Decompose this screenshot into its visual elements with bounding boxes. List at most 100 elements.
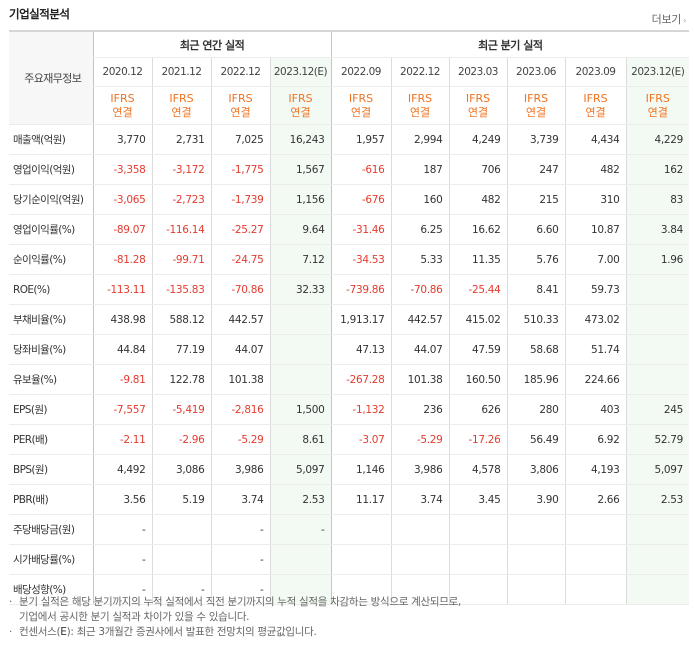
table-cell bbox=[625, 274, 690, 305]
table-cell: 162 bbox=[625, 154, 690, 185]
table-cell: 77.19 bbox=[151, 334, 211, 365]
table-cell bbox=[506, 544, 566, 575]
ifrs-label: IFRS bbox=[407, 91, 433, 105]
ifrs-label: IFRS bbox=[645, 91, 670, 105]
table-cell bbox=[625, 364, 690, 395]
row-label-header: 주요재무정보 bbox=[9, 31, 93, 125]
row-label: 영업이익(억원) bbox=[9, 154, 93, 185]
table-cell: 16,243 bbox=[269, 124, 332, 155]
table-cell: 4,492 bbox=[92, 454, 152, 485]
table-cell: 5.76 bbox=[506, 244, 566, 275]
table-cell bbox=[564, 574, 627, 605]
section-title: 기업실적분석 bbox=[9, 7, 70, 21]
table-cell: -3,065 bbox=[92, 184, 152, 215]
table-cell: 2,731 bbox=[151, 124, 211, 155]
table-cell: -99.71 bbox=[151, 244, 211, 275]
table-cell bbox=[151, 514, 211, 545]
table-cell bbox=[151, 544, 211, 575]
table-cell: -616 bbox=[330, 154, 392, 185]
table-cell bbox=[625, 304, 690, 335]
table-cell: 51.74 bbox=[564, 334, 627, 365]
row-label: 당기순이익(억원) bbox=[9, 184, 93, 215]
table-cell bbox=[269, 544, 332, 575]
table-row: ROE(%) -113.11 -135.83 -70.86 32.33 -739.86 -7… bbox=[9, 274, 690, 305]
table-cell bbox=[625, 334, 690, 365]
table-cell: 7.12 bbox=[269, 244, 332, 275]
annual-group-header: 최근 연간 실적 bbox=[92, 31, 332, 58]
table-cell: -81.28 bbox=[92, 244, 152, 275]
table-cell: 187 bbox=[390, 154, 450, 185]
table-cell bbox=[448, 574, 508, 605]
period-header: 2022.12 bbox=[210, 57, 270, 87]
table-cell: -1,132 bbox=[330, 394, 392, 425]
table-cell bbox=[269, 364, 332, 395]
table-row: BPS(원) 4,492 3,086 3,986 5,097 1,146 3,986 4,57… bbox=[9, 454, 690, 485]
row-label: 부채비율(%) bbox=[9, 304, 93, 335]
table-cell bbox=[448, 514, 508, 545]
table-cell: -2.11 bbox=[92, 424, 152, 455]
table-cell bbox=[269, 304, 332, 335]
table-cell bbox=[269, 574, 332, 605]
footnote-bullet: · bbox=[9, 596, 13, 608]
table-cell bbox=[269, 334, 332, 365]
table-cell: -3.07 bbox=[330, 424, 392, 455]
consolidated-label: 연결 bbox=[171, 105, 192, 119]
row-label: PER(배) bbox=[9, 424, 93, 455]
table-cell: 482 bbox=[448, 184, 508, 215]
ifrs-standard-label: IFRS 연결 bbox=[330, 86, 392, 125]
table-row: 영업이익(억원) -3,358 -3,172 -1,775 1,567 -616 187 70… bbox=[9, 154, 690, 185]
footnotes: · 분기 실적은 해당 분기까지의 누적 실적에서 직전 분기까지의 누적 실적을… bbox=[9, 595, 689, 640]
table-cell: -9.81 bbox=[92, 364, 152, 395]
table-cell: -25.27 bbox=[210, 214, 270, 245]
table-cell: -2.96 bbox=[151, 424, 211, 455]
table-cell: 4,434 bbox=[564, 124, 627, 155]
table-cell: 247 bbox=[506, 154, 566, 185]
table-cell: 58.68 bbox=[506, 334, 566, 365]
table-cell: 8.41 bbox=[506, 274, 566, 305]
table-cell: 3,986 bbox=[390, 454, 450, 485]
table-cell bbox=[330, 574, 392, 605]
row-label: 순이익률(%) bbox=[9, 244, 93, 275]
table-cell: -135.83 bbox=[151, 274, 211, 305]
table-cell: 160 bbox=[390, 184, 450, 215]
row-label: 주당배당금(원) bbox=[9, 514, 93, 545]
footnote-text: 분기 실적은 해당 분기까지의 누적 실적에서 직전 분기까지의 누적 실적을 … bbox=[19, 596, 461, 608]
footnote-text: 컨센서스( bbox=[19, 626, 61, 638]
consolidated-label: 연결 bbox=[409, 105, 431, 119]
table-cell: 482 bbox=[564, 154, 627, 185]
row-label: 시가배당률(%) bbox=[9, 544, 93, 575]
table-cell: 101.38 bbox=[210, 364, 270, 395]
ifrs-standard-label: IFRS 연결 bbox=[269, 86, 332, 125]
table-cell: - bbox=[210, 544, 270, 575]
table-cell: 7.00 bbox=[564, 244, 627, 275]
ifrs-standard-label: IFRS 연결 bbox=[625, 86, 690, 125]
table-cell: 11.17 bbox=[330, 484, 392, 515]
table-cell: - bbox=[92, 574, 152, 605]
table-cell: 2.53 bbox=[269, 484, 332, 515]
more-link[interactable]: 더보기 › bbox=[652, 11, 687, 27]
row-label: PBR(배) bbox=[9, 484, 93, 515]
table-cell: - bbox=[210, 574, 270, 605]
table-row: 주당배당금(원) - - - bbox=[9, 514, 690, 545]
period-header: 2023.03 bbox=[448, 57, 508, 87]
ifrs-standard-label: IFRS 연결 bbox=[390, 86, 450, 125]
table-cell: -17.26 bbox=[448, 424, 508, 455]
period-header: 2023.12(E) bbox=[625, 57, 690, 87]
table-cell bbox=[448, 544, 508, 575]
table-cell: 2,994 bbox=[390, 124, 450, 155]
period-header: 2023.12(E) bbox=[269, 57, 332, 87]
ifrs-standard-label: IFRS 연결 bbox=[506, 86, 566, 125]
table-cell: - bbox=[210, 514, 270, 545]
table-cell: 3.90 bbox=[506, 484, 566, 515]
period-header: 2023.09 bbox=[564, 57, 627, 87]
ifrs-label: IFRS bbox=[110, 91, 135, 105]
table-cell: 4,229 bbox=[625, 124, 690, 155]
table-cell: 626 bbox=[448, 394, 508, 425]
table-cell: 10.87 bbox=[564, 214, 627, 245]
table-cell: 3,806 bbox=[506, 454, 566, 485]
standard-header-row: IFRS 연결 IFRS 연결 IFRS 연결 IFRS 연결 IFRS 연결 IFRS 연결 IFRS… bbox=[9, 86, 690, 125]
table-cell bbox=[330, 514, 392, 545]
table-row: 당기순이익(억원) -3,065 -2,723 -1,739 1,156 -676 160 4… bbox=[9, 184, 690, 215]
table-cell: - bbox=[92, 544, 152, 575]
ifrs-standard-label: IFRS 연결 bbox=[151, 86, 211, 125]
